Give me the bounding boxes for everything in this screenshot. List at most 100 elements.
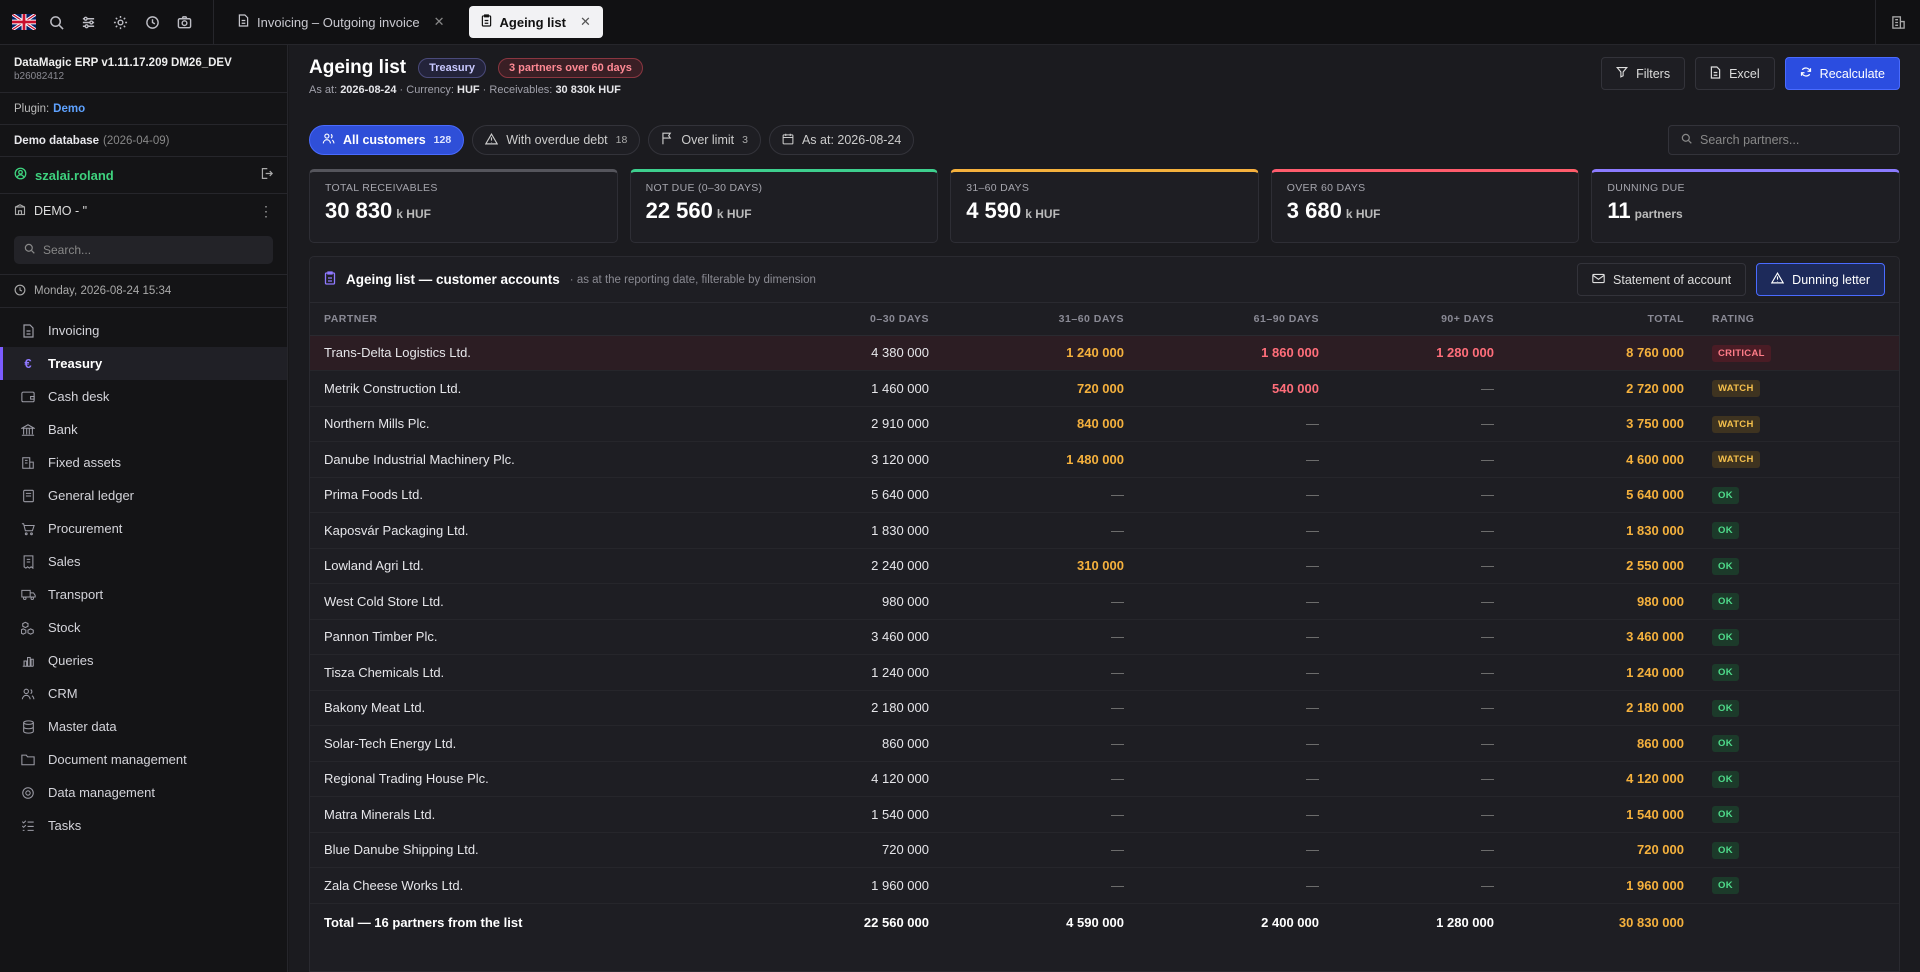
table-row[interactable]: West Cold Store Ltd. 980 000— — —980 000 OK — [310, 583, 1899, 620]
sidebar-item-stock[interactable]: Stock — [0, 611, 287, 644]
sidebar-item-tasks[interactable]: Tasks — [0, 809, 287, 842]
panel-header: Ageing list — customer accounts · as at … — [310, 257, 1899, 303]
rating-cell: OK — [1698, 583, 1899, 620]
table-row[interactable]: Pannon Timber Plc. 3 460 000— — —3 460 000 O… — [310, 619, 1899, 655]
sidebar-item-fixed-assets[interactable]: Fixed assets — [0, 446, 287, 479]
chip-label: Over limit — [681, 133, 735, 147]
chip-over-limit[interactable]: Over limit 3 — [648, 125, 761, 155]
chip-overdue-debt[interactable]: With overdue debt 18 — [472, 125, 641, 155]
column-header[interactable]: 0–30 DAYS — [730, 303, 943, 336]
checklist-icon — [20, 819, 36, 833]
table-row[interactable]: Trans-Delta Logistics Ltd. 4 380 000 1 240… — [310, 335, 1899, 371]
column-header[interactable]: PARTNER — [310, 303, 730, 336]
bar-chart-icon — [20, 654, 36, 668]
column-header[interactable]: RATING — [1698, 303, 1899, 336]
sidebar-item-label: Queries — [48, 653, 94, 668]
filters-label: Filters — [1636, 66, 1671, 81]
column-header[interactable]: 31–60 DAYS — [943, 303, 1138, 336]
sidebar-item-invoicing[interactable]: Invoicing — [0, 314, 287, 347]
calendar-icon — [782, 133, 794, 148]
language-flag-icon[interactable] — [12, 10, 36, 34]
table-row[interactable]: Matra Minerals Ltd. 1 540 000— — —1 540 000… — [310, 796, 1899, 833]
close-icon[interactable]: ✕ — [433, 14, 445, 29]
amount-cell: 1 240 000 — [943, 335, 1138, 371]
amount-cell: — — [943, 654, 1138, 691]
sidebar-item-treasury[interactable]: € Treasury — [0, 347, 287, 380]
bank-icon — [20, 423, 36, 437]
page-title: Ageing list — [309, 57, 407, 78]
dunning-letter-button[interactable]: Dunning letter — [1756, 263, 1885, 296]
database-name: Demo database — [14, 134, 100, 147]
table-row[interactable]: Tisza Chemicals Ltd. 1 240 000— — —1 240 00… — [310, 654, 1899, 691]
more-vertical-icon[interactable]: ⋮ — [259, 202, 273, 219]
sidebar-item-document-management[interactable]: Document management — [0, 743, 287, 776]
history-icon[interactable] — [140, 10, 164, 34]
receivables-label: · Receivables: — [482, 84, 553, 96]
username[interactable]: szalai.roland — [35, 167, 114, 183]
partner-name: West Cold Store Ltd. — [310, 583, 730, 620]
table-row[interactable]: Regional Trading House Plc. 4 120 000— — —4… — [310, 761, 1899, 797]
sliders-icon[interactable] — [76, 10, 100, 34]
chip-count: 18 — [615, 134, 628, 146]
camera-icon[interactable] — [172, 10, 196, 34]
sidebar-item-queries[interactable]: Queries — [0, 644, 287, 677]
table-row[interactable]: Northern Mills Plc. 2 910 000 840 000— —3 7… — [310, 406, 1899, 442]
table-row[interactable]: Kaposvár Packaging Ltd. 1 830 000— — —1 830… — [310, 512, 1899, 549]
table-row[interactable]: Metrik Construction Ltd. 1 460 000 720 000… — [310, 370, 1899, 407]
chip-all-customers[interactable]: All customers 128 — [309, 125, 465, 155]
table-row[interactable]: Blue Danube Shipping Ltd. 720 000— — —720 0… — [310, 832, 1899, 868]
sidebar-search[interactable]: Search... — [14, 236, 273, 264]
table-row[interactable]: Zala Cheese Works Ltd. 1 960 000— — —1 960 … — [310, 867, 1899, 904]
amount-cell: 2 240 000 — [730, 548, 943, 584]
table-row[interactable]: Danube Industrial Machinery Plc. 3 120 00… — [310, 441, 1899, 478]
tab-label: Invoicing – Outgoing invoice — [257, 14, 420, 30]
sidebar-item-procurement[interactable]: Procurement — [0, 512, 287, 545]
table-row[interactable]: Prima Foods Ltd. 5 640 000— — —5 640 000 OK — [310, 477, 1899, 513]
tab-invoicing[interactable]: Invoicing – Outgoing invoice ✕ — [226, 6, 457, 38]
company-name[interactable]: DEMO - " — [34, 204, 88, 218]
alert-badge[interactable]: 3 partners over 60 days — [498, 58, 643, 78]
table-row[interactable]: Bakony Meat Ltd. 2 180 000— — —2 180 000 OK — [310, 690, 1899, 726]
sidebar-item-transport[interactable]: Transport — [0, 578, 287, 611]
table-row[interactable]: Solar-Tech Energy Ltd. 860 000— — —860 000 O… — [310, 725, 1899, 762]
chip-as-at-date[interactable]: As at: 2026-08-24 — [768, 125, 915, 155]
close-icon[interactable]: ✕ — [579, 14, 591, 29]
amount-cell: 3 460 000 — [730, 619, 943, 655]
gear-icon[interactable] — [108, 10, 132, 34]
partner-name: Prima Foods Ltd. — [310, 477, 730, 513]
sidebar-item-master-data[interactable]: Master data — [0, 710, 287, 743]
amount-cell: — — [1333, 406, 1508, 442]
sidebar-item-bank[interactable]: Bank — [0, 413, 287, 446]
partner-search-input[interactable]: Search partners... — [1668, 125, 1900, 155]
column-header[interactable]: TOTAL — [1508, 303, 1698, 336]
sidebar-item-data-management[interactable]: Data management — [0, 776, 287, 809]
recalculate-button[interactable]: Recalculate — [1784, 57, 1900, 90]
amount-cell: 2 550 000 — [1508, 548, 1698, 584]
column-header[interactable]: 61–90 DAYS — [1138, 303, 1333, 336]
building-icon[interactable] — [1875, 0, 1920, 45]
logout-icon[interactable] — [260, 167, 274, 183]
plugin-info: Plugin: Demo — [0, 93, 287, 125]
kpi-cards: TOTAL RECEIVABLES 30 830 k HUF NOT DUE (0–… — [309, 169, 1900, 243]
search-icon[interactable] — [44, 10, 68, 34]
excel-button[interactable]: Excel — [1695, 57, 1775, 90]
plugin-value[interactable]: Demo — [53, 102, 86, 115]
sidebar-item-general-ledger[interactable]: General ledger — [0, 479, 287, 512]
amount-cell: 980 000 — [1508, 583, 1698, 620]
table-row[interactable]: Lowland Agri Ltd. 2 240 000 310 000— —2 550… — [310, 548, 1899, 584]
rating-cell: OK — [1698, 654, 1899, 691]
filters-button[interactable]: Filters — [1601, 57, 1686, 90]
statement-of-account-button[interactable]: Statement of account — [1577, 263, 1747, 296]
amount-cell: 5 640 000 — [730, 477, 943, 513]
sidebar-item-cash-desk[interactable]: Cash desk — [0, 380, 287, 413]
sidebar-item-sales[interactable]: Sales — [0, 545, 287, 578]
datetime-row: Monday, 2026-08-24 15:34 — [0, 275, 287, 308]
amount-cell: 3 750 000 — [1508, 406, 1698, 442]
sidebar-item-crm[interactable]: CRM — [0, 677, 287, 710]
amount-cell: 860 000 — [730, 725, 943, 762]
column-header[interactable]: 90+ DAYS — [1333, 303, 1508, 336]
app-info: DataMagic ERP v1.11.17.209 DM26_DEV b260… — [0, 45, 287, 93]
tab-ageing-list[interactable]: Ageing list ✕ — [468, 6, 603, 38]
tab-label: Ageing list — [499, 14, 566, 30]
statement-label: Statement of account — [1613, 272, 1732, 287]
